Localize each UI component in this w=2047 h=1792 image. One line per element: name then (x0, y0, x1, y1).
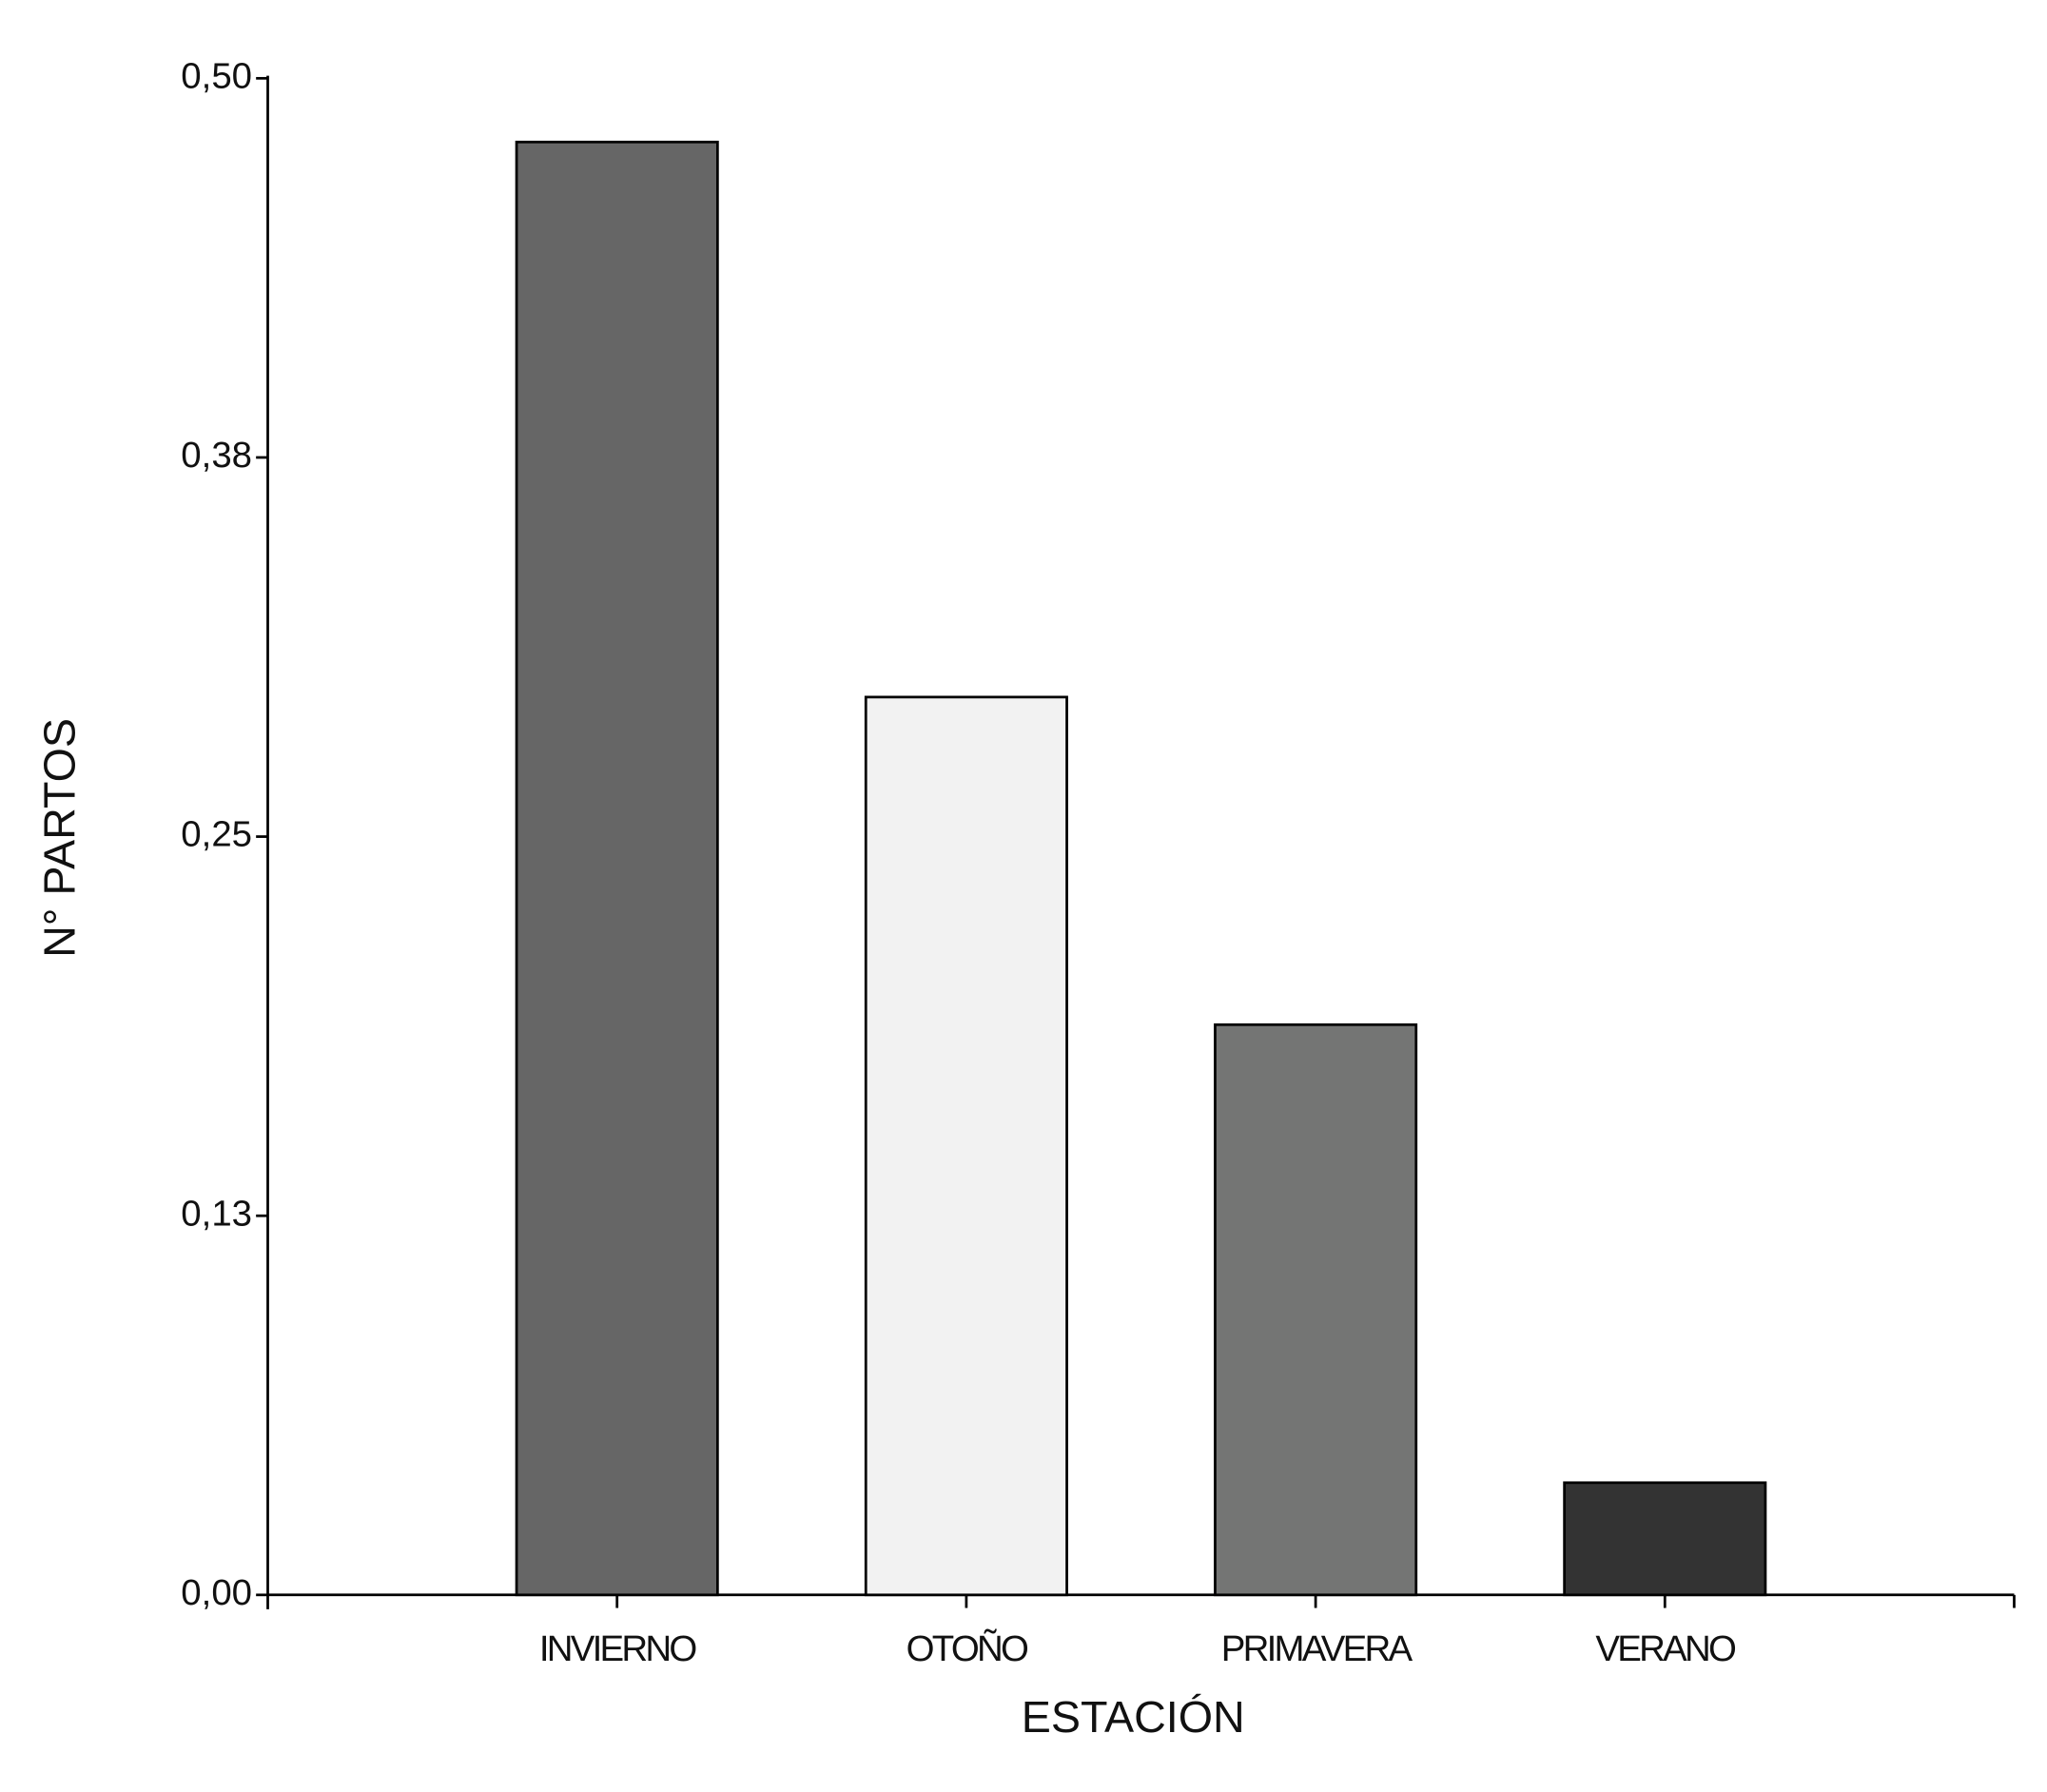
bar (1563, 1481, 1767, 1597)
y-tick-label: 0,00 (181, 1572, 252, 1613)
y-tick-label: 0,13 (181, 1193, 252, 1234)
y-tick-label: 0,50 (181, 55, 252, 96)
x-tick-label: INVIERNO (539, 1628, 697, 1669)
x-tick-label: PRIMAVERA (1221, 1628, 1413, 1669)
x-tick-label: VERANO (1595, 1628, 1736, 1669)
bar (1214, 1023, 1418, 1597)
bar (864, 695, 1068, 1597)
x-axis-title: ESTACIÓN (1022, 1692, 1245, 1742)
bar (515, 140, 719, 1597)
y-tick-label: 0,38 (181, 435, 252, 476)
y-tick-label: 0,25 (181, 814, 252, 855)
y-axis-title: N° PARTOS (34, 718, 84, 958)
x-tick-label: OTOÑO (907, 1628, 1028, 1669)
